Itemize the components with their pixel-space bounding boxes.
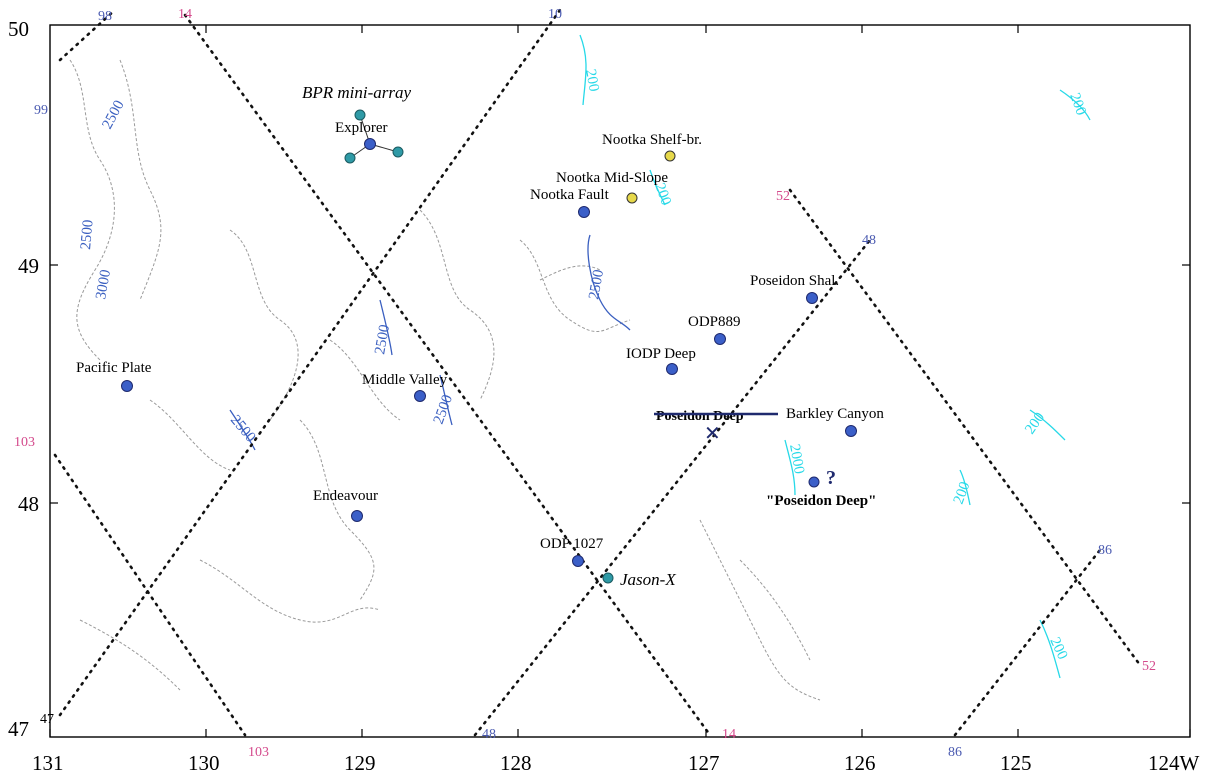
x-tick-label: 129 [344, 751, 376, 775]
map-frame [49, 24, 1191, 738]
poseidon-shal-marker[interactable] [806, 292, 818, 304]
contour-label: 2500 [99, 98, 127, 132]
track-label: 99 [34, 103, 48, 118]
poseidon-deep-old-label: Poseidon Deep [656, 409, 744, 424]
depth-contours [229, 34, 1091, 679]
nootka-shelf-label: Nootka Shelf-br. [602, 132, 702, 148]
iodp-deep-marker[interactable] [666, 363, 678, 375]
barkley-canyon-label: Barkley Canyon [786, 406, 884, 422]
removed-site-x-icon: ✕ [704, 423, 721, 445]
track-label: 98 [98, 9, 112, 24]
contour-label: 2500 [78, 219, 97, 250]
y-tick-label: 49 [18, 254, 39, 278]
track-line [473, 238, 872, 737]
track-label: 10 [548, 7, 562, 22]
track-line [183, 13, 712, 737]
nootka-fault-label: Nootka Fault [530, 187, 610, 203]
middle-valley-label: Middle Valley [362, 372, 448, 388]
contour-label: 200 [1066, 91, 1089, 118]
grey-contours [69, 59, 821, 701]
contour-label: 200 [1022, 410, 1048, 438]
track-line [953, 548, 1102, 737]
contour-label: 3000 [93, 268, 114, 300]
contour-label: 2500 [372, 323, 393, 355]
nootka-midslope-label: Nootka Mid-Slope [556, 170, 668, 186]
y-tick-label: 47 [8, 717, 29, 741]
nootka-midslope-marker[interactable] [626, 192, 638, 204]
pacific-plate-label: Pacific Plate [76, 360, 152, 376]
bpr-site-marker[interactable] [344, 152, 356, 164]
x-axis-labels: 131 130 129 128 127 126 125 124W [32, 751, 1200, 775]
contour-label: 2500 [227, 412, 259, 445]
track-label: 48 [862, 233, 876, 248]
x-tick-label: 126 [844, 751, 876, 775]
track-label: 14 [178, 7, 192, 22]
jason-x-label: Jason-X [620, 570, 676, 589]
bpr-site-marker[interactable] [354, 109, 366, 121]
track-label: 103 [14, 435, 35, 450]
question-mark: ? [826, 467, 836, 489]
odp1027-label: ODP 1027 [540, 536, 604, 552]
contour-labels: 2500 2500 3000 2500 2500 2500 2500 200 2… [78, 68, 1089, 662]
track-line [58, 8, 117, 62]
track-line [58, 8, 562, 717]
nootka-shelf-marker[interactable] [664, 150, 676, 162]
contour-label: 2500 [431, 393, 456, 427]
x-tick-label: 131 [32, 751, 64, 775]
y-tick-label: 50 [8, 17, 29, 41]
x-tick-label: 124W [1148, 751, 1200, 775]
track-line [53, 453, 247, 737]
iodp-deep-label: IODP Deep [626, 346, 696, 362]
endeavour-marker[interactable] [351, 510, 363, 522]
poseidon-deep-marker[interactable] [808, 476, 820, 488]
track-label: 86 [948, 745, 962, 760]
axis-ticks [49, 25, 1191, 737]
track-label: 48 [482, 727, 496, 742]
contour-label: 2000 [786, 443, 807, 475]
endeavour-label: Endeavour [313, 488, 378, 504]
x-tick-label: 127 [688, 751, 720, 775]
bpr-mini-array: BPR mini-array Explorer [302, 83, 412, 164]
x-tick-label: 125 [1000, 751, 1032, 775]
track-label: 86 [1098, 543, 1112, 558]
odp889-marker[interactable] [714, 333, 726, 345]
y-axis-labels: 50 49 48 47 [8, 17, 39, 741]
track-label: 14 [722, 727, 736, 742]
x-tick-label: 128 [500, 751, 532, 775]
contour-label: 2500 [586, 268, 607, 300]
contour-label: 200 [651, 181, 674, 208]
pacific-plate-marker[interactable] [121, 380, 133, 392]
track-label: 47 [40, 712, 54, 727]
ship-tracks [53, 8, 1142, 737]
explorer-label: Explorer [335, 120, 387, 136]
track-labels: 99 98 14 10 103 52 48 86 52 103 48 14 86… [14, 7, 1156, 760]
bpr-title-label: BPR mini-array [302, 83, 412, 102]
barkley-canyon-marker[interactable] [845, 425, 857, 437]
odp1027-marker[interactable] [572, 555, 584, 567]
contour-label: 200 [951, 480, 974, 507]
track-label: 103 [248, 745, 269, 760]
contour-label: 200 [1046, 635, 1070, 662]
track-label: 52 [1142, 659, 1156, 674]
observatory-sites: Nootka Shelf-br. Nootka Mid-Slope Nootka… [76, 132, 884, 589]
bpr-site-marker[interactable] [392, 146, 404, 158]
explorer-site-marker[interactable] [364, 138, 376, 150]
y-tick-label: 48 [18, 492, 39, 516]
track-line [788, 188, 1142, 667]
poseidon-deep-new-label: "Poseidon Deep" [766, 493, 876, 509]
track-label: 52 [776, 189, 790, 204]
odp889-label: ODP889 [688, 314, 741, 330]
jason-x-marker[interactable] [602, 572, 614, 584]
middle-valley-marker[interactable] [414, 390, 426, 402]
poseidon-shal-label: Poseidon Shal. [750, 273, 839, 289]
nootka-fault-marker[interactable] [578, 206, 590, 218]
contour-label: 200 [582, 68, 602, 93]
x-tick-label: 130 [188, 751, 220, 775]
